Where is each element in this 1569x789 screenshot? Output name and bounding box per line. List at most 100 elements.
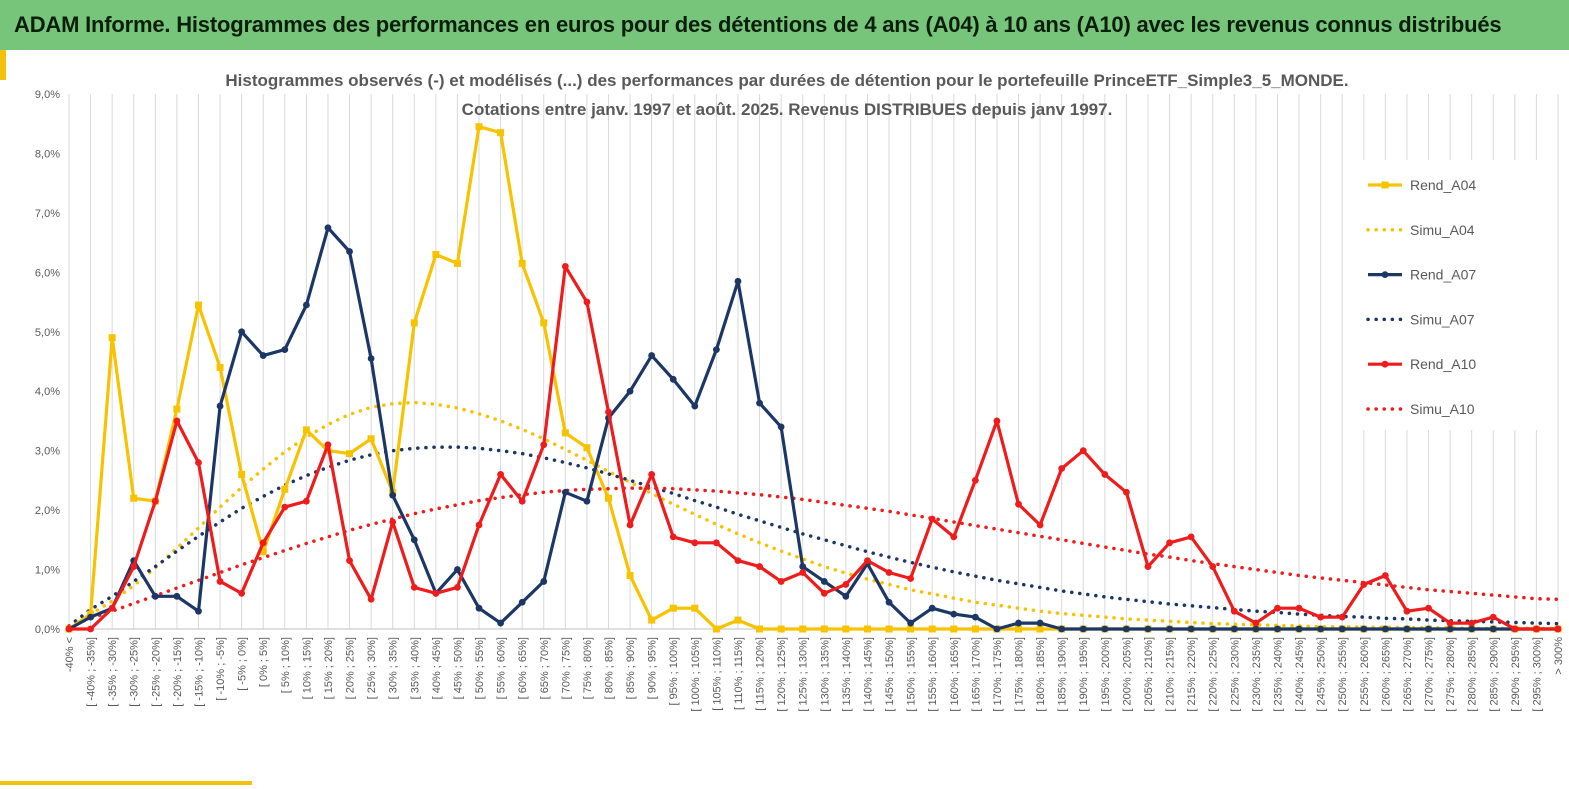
data-point-rend-a07 [454,566,461,573]
x-tick-label: [ 200% ; 205%] [1121,637,1133,712]
data-point-rend-a07 [820,578,828,585]
data-point-rend-a10 [1360,581,1368,588]
x-tick-label: [ 115% ; 120%] [755,637,767,711]
y-tick-label: 8,0% [35,148,60,160]
x-tick-label: [ -10% ; -5%] [215,637,227,701]
x-tick-label: [ 125% ; 130%] [798,637,810,712]
x-tick-label: [ 150% ; 155%] [906,637,918,712]
data-point-rend-a10 [454,583,461,591]
data-point-rend-a04 [173,405,181,413]
data-point-rend-a10 [691,539,699,547]
data-point-rend-a10 [648,471,656,478]
data-point-rend-a07 [497,619,504,627]
data-point-rend-a07 [281,346,289,354]
axis-layer: 0,0% 1,0% 2,0% 3,0% 4,0% 5,0% 6,0% 7,0% 8,0% 9,0%… [35,89,1565,712]
data-point-rend-a04 [238,470,246,478]
y-tick-label: 5,0% [35,327,60,339]
legend-marker-rend-a07 [1381,271,1389,278]
x-tick-label: [ 100% ; 105%] [690,637,702,712]
data-point-rend-a07 [734,277,742,285]
x-tick-label: [ 275% ; 280%] [1445,637,1457,712]
data-point-rend-a07 [712,346,720,354]
x-tick-label: [ 165% ; 170%] [970,637,982,712]
data-point-rend-a10 [1403,607,1411,615]
data-point-rend-a10 [907,575,915,582]
data-point-rend-a04 [216,363,224,371]
data-point-rend-a10 [1381,572,1389,579]
x-tick-label: [ 215% ; 220%] [1186,637,1198,712]
x-tick-label: [ 265% ; 270%] [1402,637,1414,712]
data-point-rend-a07 [1015,619,1022,627]
data-point-rend-a10 [1101,471,1109,478]
data-point-rend-a10 [583,298,591,306]
data-point-rend-a04 [756,625,764,633]
x-tick-label: [ 255% ; 260%] [1359,637,1371,712]
data-point-rend-a10 [1123,488,1130,496]
series-line-rend-a10 [69,264,1558,631]
data-point-rend-a07 [346,248,353,255]
x-tick-label: [ 280% ; 285%] [1467,637,1479,712]
data-point-rend-a10 [195,459,202,466]
x-tick-label: [ 90% ; 95%] [647,637,659,699]
x-tick-label: [ 95% ; 100%] [668,637,680,706]
y-tick-label: 4,0% [35,386,60,398]
data-point-rend-a04 [648,616,656,624]
legend-label-rend-a10: Rend_A10 [1410,356,1476,372]
x-tick-label: [ -15% ; -10%] [193,637,205,707]
data-point-rend-a10 [65,625,73,633]
x-tick-label: [ -40% ; -35%] [86,637,98,707]
data-point-rend-a07 [561,488,569,496]
x-tick-label: [ 20% ; 25%] [345,637,357,699]
data-point-rend-a04 [259,548,267,556]
y-tick-label: 0,0% [35,624,60,636]
legend-label-rend-a07: Rend_A07 [1410,267,1476,283]
x-tick-label: [ 180% ; 185%] [1035,637,1047,712]
x-tick-label: [ 260% ; 265%] [1380,637,1392,712]
series-line-rend-a07 [68,226,1558,631]
data-point-rend-a07 [799,563,807,570]
data-point-rend-a04 [863,625,871,633]
data-point-rend-a07 [1144,625,1152,633]
x-tick-label: [ 75% ; 80%] [582,637,594,699]
x-tick-label: [ 290% ; 295%] [1510,637,1522,712]
chart-title: Histogrammes observés (-) et modélisés (… [225,71,1348,119]
data-point-rend-a07 [583,497,591,505]
data-point-rend-a07 [971,613,979,621]
accent-bar-bottom [0,781,252,785]
data-point-rend-a10 [864,557,871,565]
data-point-rend-a10 [842,581,850,588]
x-tick-label: [ 110% ; 115%] [733,637,745,710]
y-tick-label: 2,0% [35,505,60,517]
data-point-rend-a10 [475,521,483,529]
data-point-rend-a04 [453,259,461,267]
data-point-rend-a04 [130,494,138,502]
data-point-rend-a04 [540,319,548,327]
data-point-rend-a04 [410,319,418,327]
x-tick-label: [ 235% ; 240%] [1272,637,1284,712]
x-tick-label: [ 40% ; 45%] [431,637,443,699]
legend: Rend_A04 Simu_A04 Rend_A07 Simu_A07 Rend_A10… [1352,160,1552,430]
data-point-rend-a04 [626,572,634,579]
data-point-rend-a04 [518,259,526,267]
data-point-rend-a07 [1446,625,1454,633]
data-point-rend-a10 [756,563,763,570]
legend-label-simu-a10: Simu_A10 [1410,401,1475,417]
series-layer [65,123,1562,633]
data-point-rend-a10 [108,604,116,612]
data-point-rend-a10 [1338,613,1346,621]
legend-label-rend-a04: Rend_A04 [1410,177,1476,193]
x-tick-label: [ 220% ; 225%] [1208,637,1220,712]
x-tick-label: [ 135% ; 140%] [841,637,853,712]
data-point-rend-a07 [1252,625,1260,633]
series-line-rend-a04 [68,125,1558,631]
legend-label-simu-a04: Simu_A04 [1410,222,1475,238]
data-point-rend-a04 [799,625,807,633]
x-tick-label: [ 240% ; 245%] [1294,637,1306,712]
data-point-rend-a07 [1058,625,1066,633]
x-tick-label: [ 285% ; 290%] [1488,637,1500,712]
data-point-rend-a10 [1295,604,1303,612]
data-point-rend-a04 [346,450,354,458]
x-tick-label: [ 10% ; 15%] [301,637,313,699]
chart-title-line-1: Histogrammes observés (-) et modélisés (… [225,71,1348,90]
data-point-rend-a10 [1468,619,1476,627]
